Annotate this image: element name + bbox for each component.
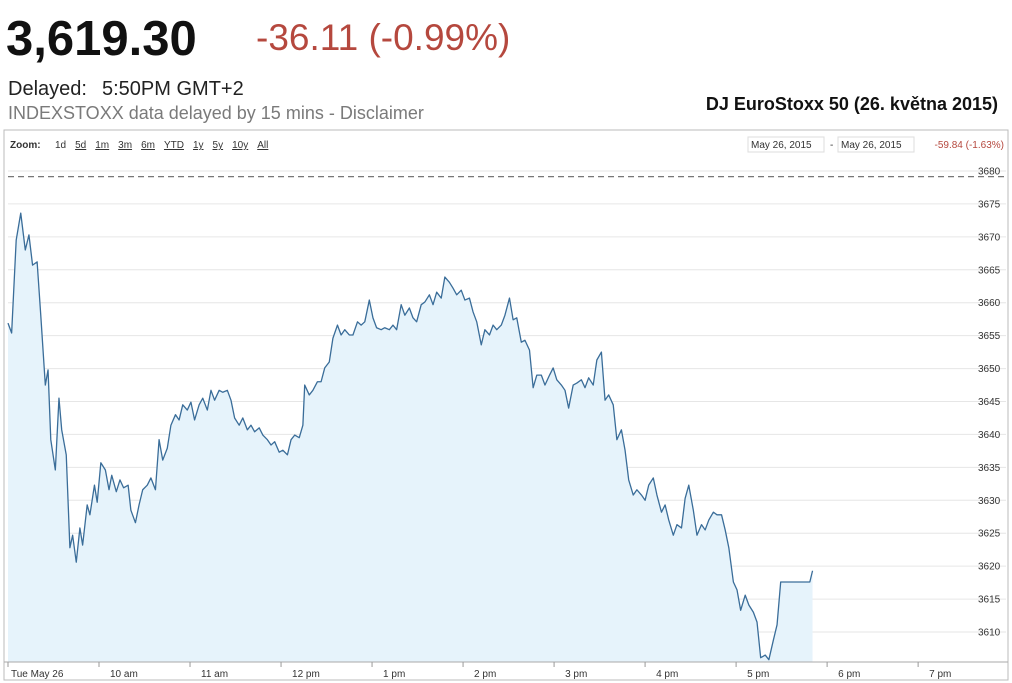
price: 3,619.30 [6, 12, 197, 66]
y-tick-label: 3670 [978, 232, 1001, 243]
y-tick-label: 3650 [978, 364, 1001, 375]
y-tick-label: 3615 [978, 595, 1001, 606]
date-from[interactable]: May 26, 2015 [751, 140, 812, 151]
x-tick-label: 5 pm [747, 669, 769, 680]
y-tick-label: 3630 [978, 496, 1001, 507]
price-change: -36.11 (-0.99%) [256, 17, 510, 58]
zoom-option[interactable]: 6m [141, 140, 155, 151]
zoom-option[interactable]: 1y [193, 140, 204, 151]
x-tick-label: 10 am [110, 669, 138, 680]
y-tick-label: 3675 [978, 199, 1001, 210]
zoom-option[interactable]: 10y [232, 140, 248, 151]
zoom-option[interactable]: 3m [118, 140, 132, 151]
y-tick-label: 3610 [978, 628, 1001, 639]
x-tick-label: 1 pm [383, 669, 405, 680]
x-tick-label: 7 pm [929, 669, 951, 680]
zoom-option[interactable]: 1m [95, 140, 109, 151]
x-tick-label: 2 pm [474, 669, 496, 680]
zoom-option[interactable]: YTD [164, 140, 184, 151]
date-from-box[interactable] [747, 136, 825, 153]
area [8, 213, 813, 662]
y-tick-label: 3645 [978, 397, 1001, 408]
zoom-label: Zoom: [10, 140, 41, 151]
range-change: -59.84 (-1.63%) [935, 140, 1004, 151]
line [7, 212, 814, 661]
x-tick-label: 12 pm [292, 669, 320, 680]
date-to[interactable]: May 26, 2015 [841, 140, 902, 151]
y-tick-label: 3660 [978, 298, 1001, 309]
x-tick-label: 11 am [201, 669, 228, 680]
delayed-label: Delayed: [8, 78, 87, 100]
delayed-time: 5:50PM GMT+2 [102, 78, 244, 100]
zoom-option[interactable]: 5y [213, 140, 224, 151]
plot: 3610 3615 3620 3625 3630 3635 3640 3645 3650 3655… [4, 166, 1008, 680]
x-tick-label: 4 pm [656, 669, 678, 680]
x-tick-label: 6 pm [838, 669, 860, 680]
date-to-box[interactable] [837, 136, 915, 153]
y-tick-label: 3620 [978, 562, 1001, 573]
disclaimer[interactable]: INDEXSTOXX data delayed by 15 mins - Dis… [8, 103, 424, 123]
y-tick-label: 3635 [978, 463, 1001, 474]
zoom-option[interactable]: All [257, 140, 268, 151]
zoom-option[interactable]: 1d [55, 140, 66, 151]
y-tick-label: 3655 [978, 331, 1001, 342]
zoom-option[interactable]: 5d [75, 140, 86, 151]
x-tick-label: Tue May 26 [11, 669, 64, 680]
y-tick-label: 3680 [978, 166, 1001, 177]
date-separator: - [830, 140, 833, 151]
y-tick-label: 3640 [978, 430, 1001, 441]
y-tick-label: 3625 [978, 529, 1001, 540]
x-tick-label: 3 pm [565, 669, 587, 680]
caption: DJ EuroStoxx 50 (26. května 2015) [706, 94, 998, 114]
y-tick-label: 3665 [978, 265, 1001, 276]
